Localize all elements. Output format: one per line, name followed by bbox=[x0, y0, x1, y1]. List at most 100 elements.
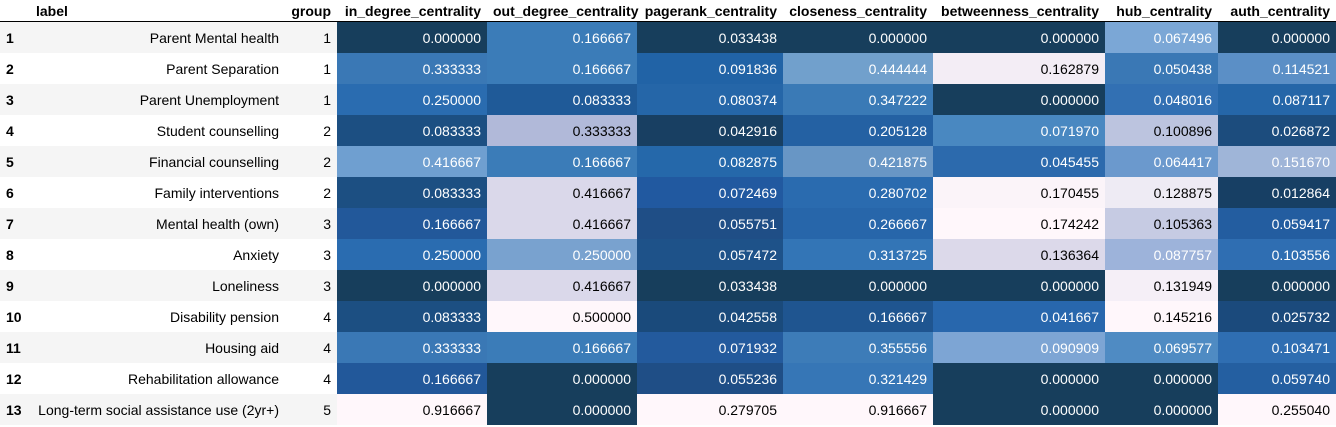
betweenness-cell: 0.041667 bbox=[933, 301, 1105, 332]
row-index: 2 bbox=[0, 53, 30, 84]
in-degree-cell: 0.916667 bbox=[337, 394, 487, 425]
auth-cell: 0.114521 bbox=[1218, 53, 1336, 84]
column-header-auth: auth_centrality bbox=[1218, 0, 1336, 22]
auth-cell: 0.059740 bbox=[1218, 363, 1336, 394]
column-header-closeness: closeness_centrality bbox=[783, 0, 933, 22]
out-degree-cell: 0.333333 bbox=[487, 115, 637, 146]
in-degree-cell: 0.166667 bbox=[337, 363, 487, 394]
out-degree-cell: 0.166667 bbox=[487, 53, 637, 84]
pagerank-cell: 0.071932 bbox=[637, 332, 783, 363]
column-header-out-degree: out_degree_centrality bbox=[487, 0, 639, 22]
auth-cell: 0.087117 bbox=[1218, 84, 1336, 115]
table-row: 7 Mental health (own) 3 0.166667 0.416667 0.0… bbox=[0, 208, 1336, 239]
row-index: 6 bbox=[0, 177, 30, 208]
row-index: 11 bbox=[0, 332, 30, 363]
hub-cell: 0.050438 bbox=[1105, 53, 1218, 84]
pagerank-cell: 0.057472 bbox=[637, 239, 783, 270]
out-degree-cell: 0.416667 bbox=[487, 177, 637, 208]
row-group: 4 bbox=[285, 363, 337, 394]
out-degree-cell: 0.500000 bbox=[487, 301, 637, 332]
pagerank-cell: 0.091836 bbox=[637, 53, 783, 84]
row-label: Financial counselling bbox=[30, 146, 285, 177]
hub-cell: 0.064417 bbox=[1105, 146, 1218, 177]
table-row: 10 Disability pension 4 0.083333 0.500000 0.0… bbox=[0, 301, 1336, 332]
column-header-hub: hub_centrality bbox=[1105, 0, 1218, 22]
row-label: Disability pension bbox=[30, 301, 285, 332]
betweenness-cell: 0.174242 bbox=[933, 208, 1105, 239]
betweenness-cell: 0.162879 bbox=[933, 53, 1105, 84]
row-index: 3 bbox=[0, 84, 30, 115]
row-label: Long-term social assistance use (2yr+) bbox=[30, 394, 285, 425]
out-degree-cell: 0.166667 bbox=[487, 332, 637, 363]
auth-cell: 0.026872 bbox=[1218, 115, 1336, 146]
row-index: 10 bbox=[0, 301, 30, 332]
row-group: 1 bbox=[285, 53, 337, 84]
row-label: Parent Mental health bbox=[30, 21, 285, 53]
out-degree-cell: 0.166667 bbox=[487, 146, 637, 177]
row-label: Rehabilitation allowance bbox=[30, 363, 285, 394]
table-body: 1 Parent Mental health 1 0.000000 0.166667 0.… bbox=[0, 21, 1336, 425]
table-row: 3 Parent Unemployment 1 0.250000 0.083333 0.0… bbox=[0, 84, 1336, 115]
auth-cell: 0.255040 bbox=[1218, 394, 1336, 425]
out-degree-cell: 0.166667 bbox=[487, 21, 637, 53]
row-label: Student counselling bbox=[30, 115, 285, 146]
row-label: Loneliness bbox=[30, 270, 285, 301]
row-index: 5 bbox=[0, 146, 30, 177]
pagerank-cell: 0.033438 bbox=[637, 270, 783, 301]
row-label: Mental health (own) bbox=[30, 208, 285, 239]
auth-cell: 0.059417 bbox=[1218, 208, 1336, 239]
table-row: 8 Anxiety 3 0.250000 0.250000 0.057472 0.31372… bbox=[0, 239, 1336, 270]
in-degree-cell: 0.083333 bbox=[337, 301, 487, 332]
row-group: 5 bbox=[285, 394, 337, 425]
pagerank-cell: 0.082875 bbox=[637, 146, 783, 177]
table-row: 5 Financial counselling 2 0.416667 0.166667 0… bbox=[0, 146, 1336, 177]
column-header-group: group bbox=[285, 0, 337, 22]
closeness-cell: 0.444444 bbox=[783, 53, 933, 84]
row-group: 1 bbox=[285, 84, 337, 115]
hub-cell: 0.000000 bbox=[1105, 394, 1218, 425]
hub-cell: 0.100896 bbox=[1105, 115, 1218, 146]
row-index: 7 bbox=[0, 208, 30, 239]
pagerank-cell: 0.080374 bbox=[637, 84, 783, 115]
closeness-cell: 0.355556 bbox=[783, 332, 933, 363]
row-index: 12 bbox=[0, 363, 30, 394]
hub-cell: 0.087757 bbox=[1105, 239, 1218, 270]
in-degree-cell: 0.000000 bbox=[337, 21, 487, 53]
hub-cell: 0.048016 bbox=[1105, 84, 1218, 115]
hub-cell: 0.131949 bbox=[1105, 270, 1218, 301]
closeness-cell: 0.421875 bbox=[783, 146, 933, 177]
row-group: 4 bbox=[285, 332, 337, 363]
column-header-label: label bbox=[30, 0, 285, 22]
auth-cell: 0.103556 bbox=[1218, 239, 1336, 270]
out-degree-cell: 0.416667 bbox=[487, 270, 637, 301]
row-group: 3 bbox=[285, 270, 337, 301]
row-index: 9 bbox=[0, 270, 30, 301]
pagerank-cell: 0.033438 bbox=[637, 21, 783, 53]
table-row: 13 Long-term social assistance use (2yr+)… bbox=[0, 394, 1336, 425]
column-header-pagerank: pagerank_centrality bbox=[637, 0, 783, 22]
row-label: Parent Unemployment bbox=[30, 84, 285, 115]
in-degree-cell: 0.083333 bbox=[337, 177, 487, 208]
out-degree-cell: 0.000000 bbox=[487, 394, 637, 425]
row-index: 13 bbox=[0, 394, 30, 425]
auth-cell: 0.000000 bbox=[1218, 270, 1336, 301]
betweenness-cell: 0.045455 bbox=[933, 146, 1105, 177]
hub-cell: 0.145216 bbox=[1105, 301, 1218, 332]
row-index: 1 bbox=[0, 21, 30, 53]
closeness-cell: 0.166667 bbox=[783, 301, 933, 332]
pagerank-cell: 0.055236 bbox=[637, 363, 783, 394]
row-label: Family interventions bbox=[30, 177, 285, 208]
in-degree-cell: 0.250000 bbox=[337, 84, 487, 115]
row-group: 1 bbox=[285, 21, 337, 53]
hub-cell: 0.067496 bbox=[1105, 21, 1218, 53]
closeness-cell: 0.280702 bbox=[783, 177, 933, 208]
row-group: 4 bbox=[285, 301, 337, 332]
hub-cell: 0.105363 bbox=[1105, 208, 1218, 239]
closeness-cell: 0.347222 bbox=[783, 84, 933, 115]
column-header-betweenness: betweenness_centrality bbox=[933, 0, 1105, 22]
hub-cell: 0.000000 bbox=[1105, 363, 1218, 394]
row-label: Anxiety bbox=[30, 239, 285, 270]
closeness-cell: 0.321429 bbox=[783, 363, 933, 394]
header-row: label group in_degree_centrality out_deg… bbox=[0, 0, 1336, 22]
